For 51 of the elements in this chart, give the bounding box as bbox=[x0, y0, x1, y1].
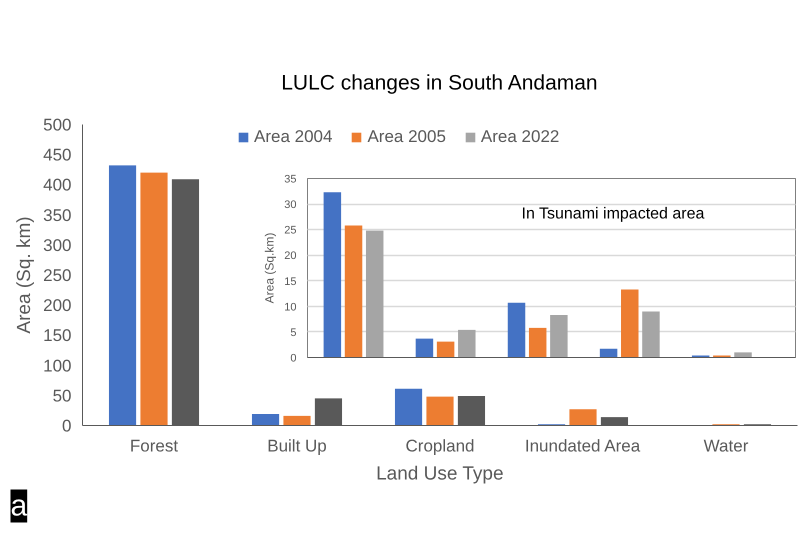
bar bbox=[508, 302, 526, 358]
y-tick-label: 500 bbox=[43, 116, 72, 134]
bar bbox=[600, 348, 618, 358]
y-tick-label: 50 bbox=[52, 386, 72, 406]
bar bbox=[416, 338, 434, 358]
legend-label: Area 2005 bbox=[367, 127, 446, 147]
legend-label: Area 2004 bbox=[254, 127, 332, 147]
bar bbox=[436, 342, 454, 358]
bar bbox=[366, 230, 384, 358]
y-tick-label: 350 bbox=[43, 206, 72, 225]
y-tick-label: 10 bbox=[284, 301, 297, 314]
bar bbox=[569, 409, 597, 426]
y-tick-label: 0 bbox=[62, 416, 72, 436]
x-tick-label: Cropland bbox=[406, 436, 475, 456]
y-tick-label: 30 bbox=[284, 199, 297, 212]
bar bbox=[283, 416, 311, 426]
bar bbox=[394, 388, 422, 426]
chart-title: LULC changes in South Andaman bbox=[281, 72, 598, 94]
x-tick-label: Built Up bbox=[267, 436, 327, 456]
y-tick-label: 20 bbox=[284, 250, 297, 262]
x-tick-label: Inundated Area bbox=[524, 436, 641, 456]
y-tick-label: 25 bbox=[284, 224, 297, 237]
y-axis-title: Area (Sq.km) bbox=[262, 232, 276, 304]
bar bbox=[642, 311, 660, 358]
y-tick-label: 35 bbox=[284, 174, 297, 186]
y-tick-label: 0 bbox=[290, 352, 297, 364]
bar bbox=[324, 192, 342, 358]
y-tick-label: 300 bbox=[43, 236, 72, 255]
bar bbox=[344, 226, 362, 358]
bar bbox=[426, 396, 454, 426]
y-tick-label: 100 bbox=[43, 356, 72, 376]
annotation: In Tsunami impacted area bbox=[522, 206, 705, 222]
legend-label: Area 2022 bbox=[480, 127, 560, 147]
bar bbox=[550, 315, 568, 358]
x-tick-label: Water bbox=[704, 436, 749, 456]
y-tick-label: 250 bbox=[43, 266, 72, 285]
y-tick-label: 15 bbox=[284, 276, 297, 288]
bar bbox=[140, 172, 168, 426]
y-tick-label: 400 bbox=[43, 176, 72, 195]
y-tick-label: 5 bbox=[290, 326, 297, 339]
bar bbox=[108, 165, 136, 426]
bar bbox=[458, 330, 476, 358]
y-tick-label: 150 bbox=[43, 326, 72, 346]
bar bbox=[528, 328, 546, 358]
y-tick-label: 450 bbox=[43, 146, 72, 165]
x-tick-label: Forest bbox=[130, 436, 178, 456]
y-axis-title: Area (Sq. km) bbox=[14, 216, 36, 334]
y-tick-label: 200 bbox=[43, 296, 72, 316]
bar bbox=[621, 289, 639, 358]
x-axis-title: Land Use Type bbox=[376, 464, 504, 484]
bar bbox=[252, 414, 280, 426]
